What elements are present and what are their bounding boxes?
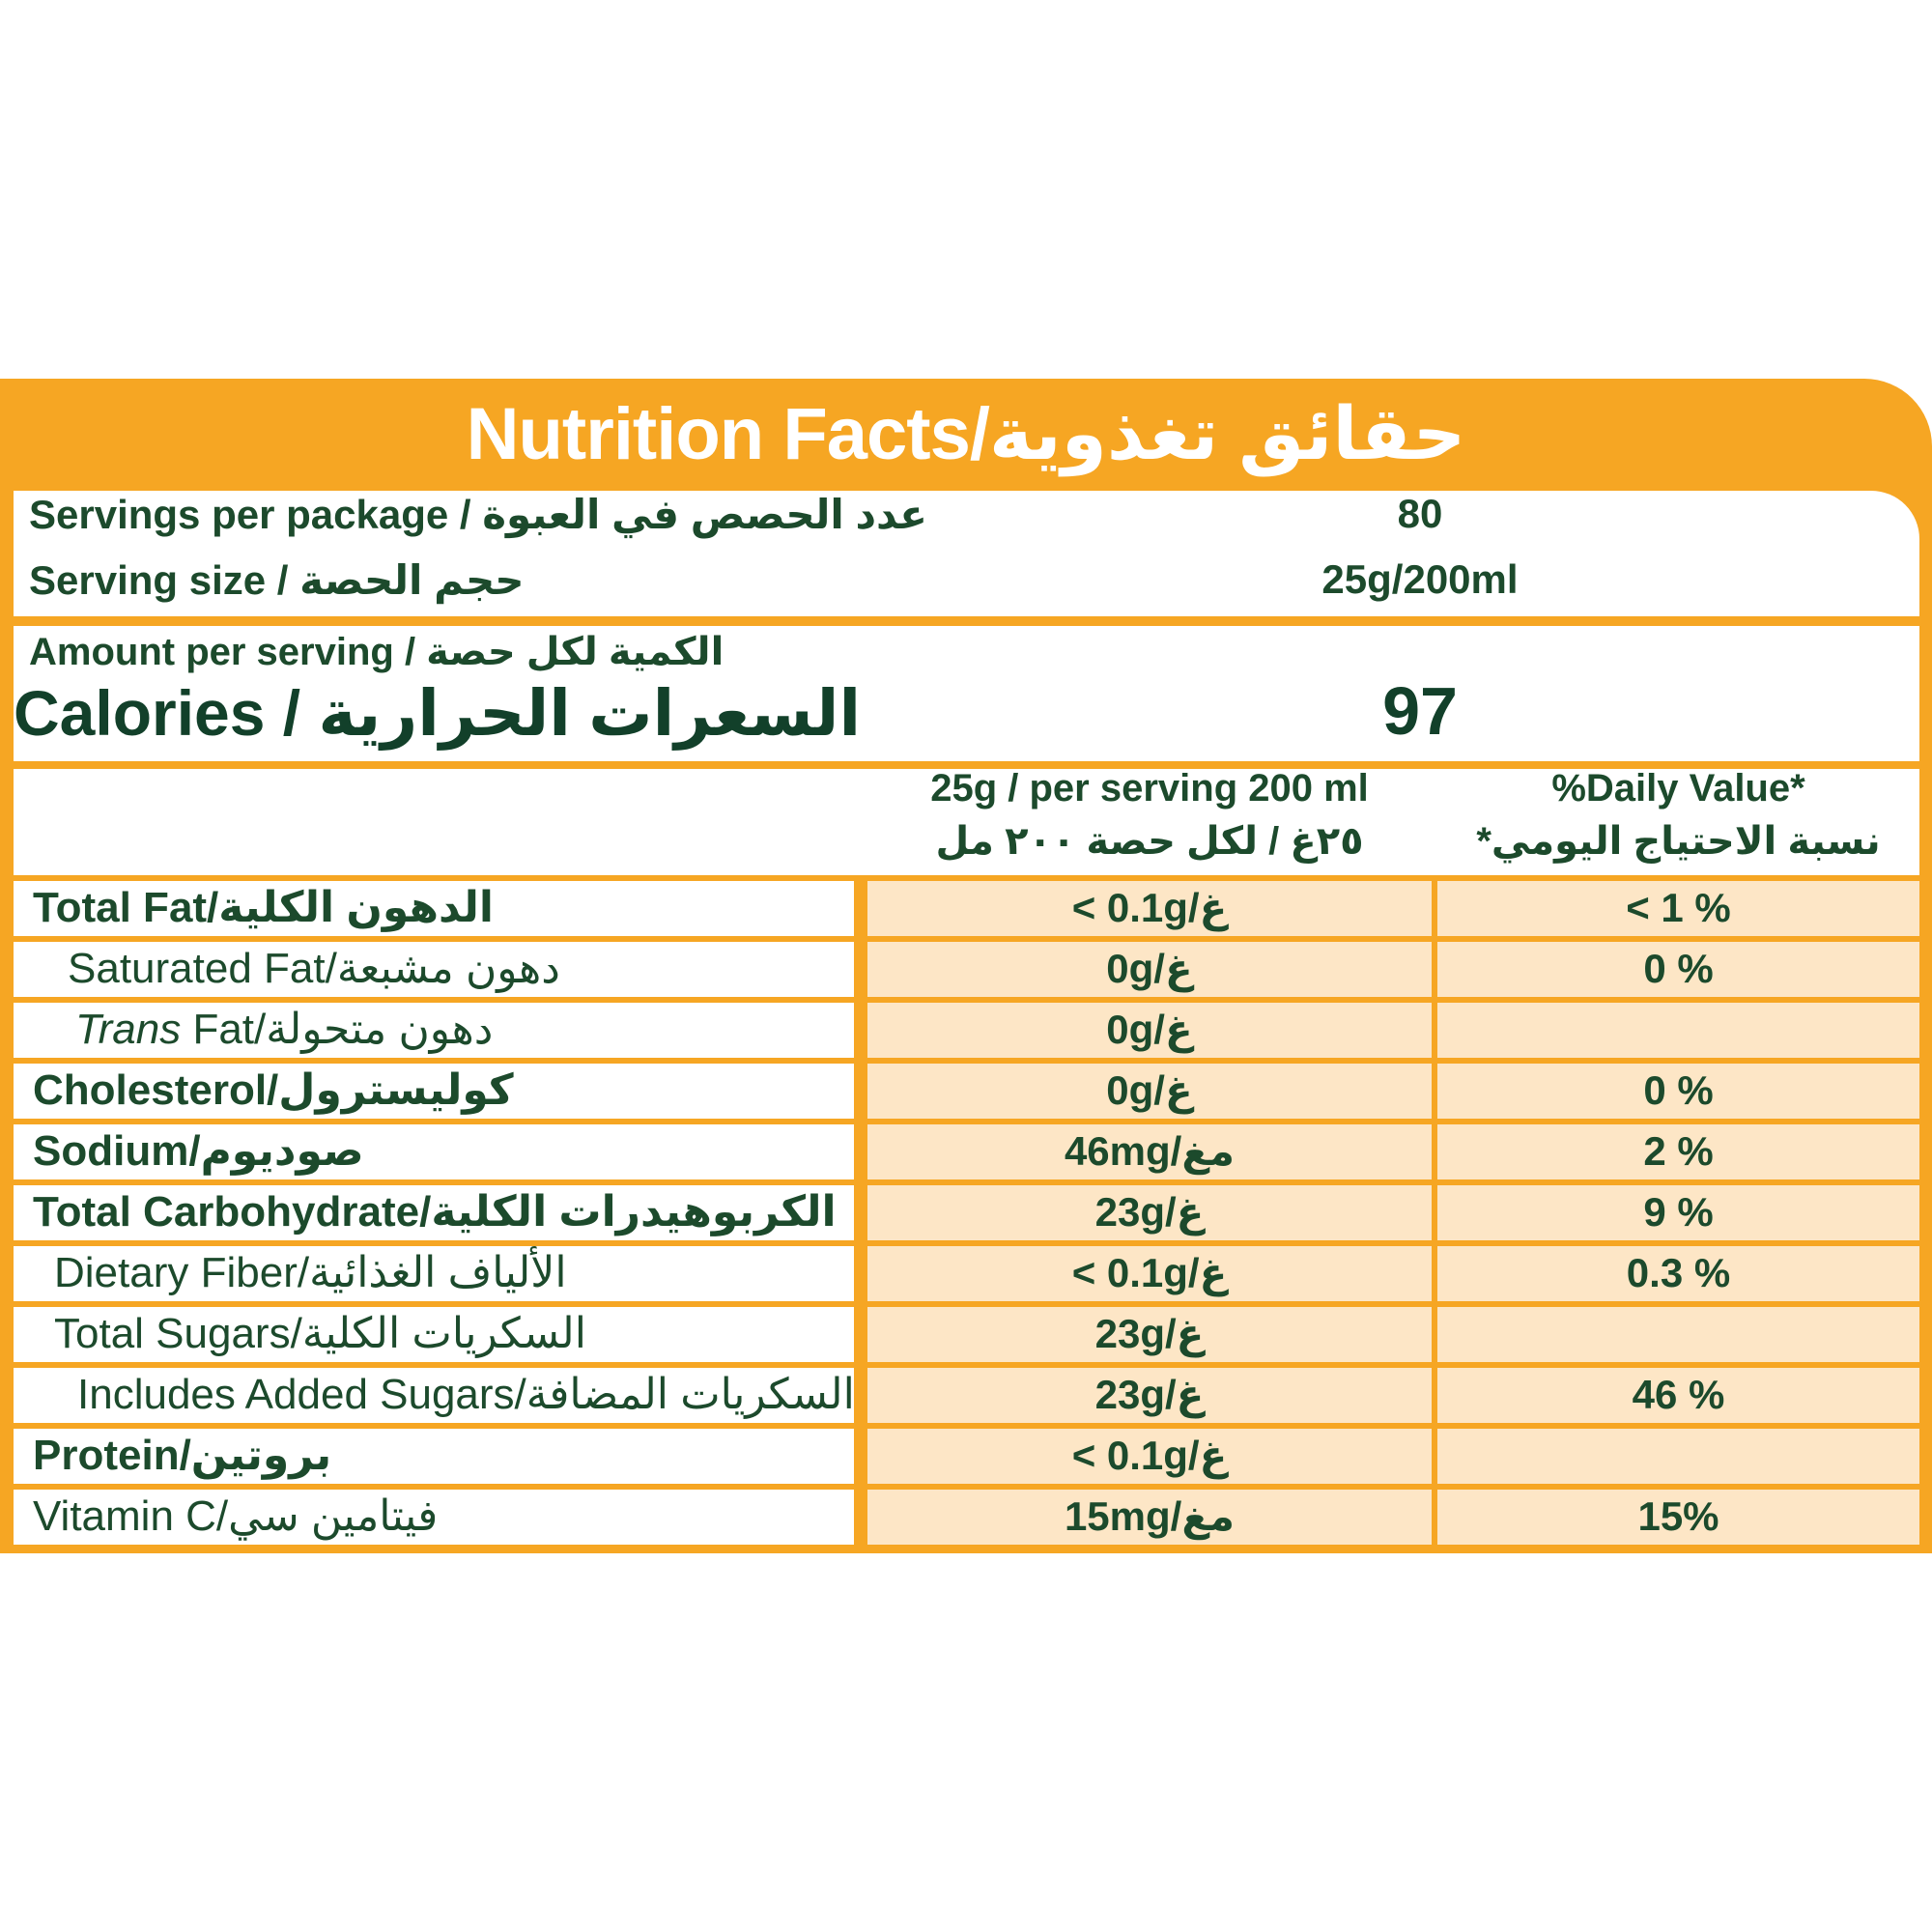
daily-value-cell bbox=[1437, 881, 1919, 936]
nutrient-amount: 46mg/مغ bbox=[1064, 1128, 1236, 1174]
nutrient-amount: 23g/غ bbox=[1094, 1189, 1205, 1235]
nutrient-label: Trans Fat/دهون متحولة bbox=[75, 1003, 493, 1057]
daily-value-cell bbox=[1437, 1185, 1919, 1240]
nutrient-label: Includes Added Sugars/السكريات المضافة bbox=[77, 1368, 855, 1422]
amount-cell bbox=[867, 1064, 1432, 1119]
table-row bbox=[14, 1185, 854, 1240]
serving-size-value: 25g/200ml bbox=[1321, 556, 1519, 602]
nutrient-daily-value: 0 % bbox=[1643, 1067, 1714, 1113]
amount-cell bbox=[867, 1185, 1432, 1240]
amount-cell bbox=[867, 1124, 1432, 1179]
nutrient-label-text: Sodium/صوديوم bbox=[33, 1127, 364, 1175]
nutrient-label: Dietary Fiber/الألياف الغذائية bbox=[54, 1246, 567, 1300]
nutrient-amount: 23g/غ bbox=[1094, 1372, 1205, 1417]
amount-per-serving-label: Amount per serving / الكمية لكل حصة bbox=[29, 631, 724, 673]
nutrient-daily-value: 15% bbox=[1637, 1493, 1719, 1539]
nutrient-daily-value: 2 % bbox=[1643, 1128, 1714, 1174]
amount-cell bbox=[867, 1246, 1432, 1301]
daily-value-cell bbox=[1437, 1003, 1919, 1058]
amount-cell bbox=[867, 942, 1432, 997]
calories-label: Calories / السعرات الحرارية bbox=[14, 677, 862, 749]
per-serving-header-arabic: ٢٥غ / لكل حصة ٢٠٠ مل bbox=[935, 820, 1364, 863]
daily-value-cell bbox=[1437, 942, 1919, 997]
nutrient-daily-value: 9 % bbox=[1643, 1189, 1714, 1235]
nutrient-label: Cholesterol/كوليسترول bbox=[33, 1064, 514, 1118]
nutrient-label-text: Includes Added Sugars/السكريات المضافة bbox=[77, 1371, 855, 1418]
daily-value-cell bbox=[1437, 1246, 1919, 1301]
nutrient-label-text: Vitamin C/فيتامين سي bbox=[33, 1492, 439, 1540]
calories-section bbox=[14, 626, 1919, 761]
nutrient-label-text: Total Carbohydrate/الكربوهيدرات الكلية bbox=[33, 1188, 837, 1236]
amount-cell bbox=[867, 1307, 1432, 1362]
daily-value-header: %Daily Value* bbox=[1551, 767, 1805, 810]
table-row bbox=[14, 1429, 854, 1484]
amount-cell bbox=[867, 1490, 1432, 1545]
table-row bbox=[14, 1003, 854, 1058]
nutrient-label: Total Fat/الدهون الكلية bbox=[33, 881, 494, 935]
table-row bbox=[14, 1064, 854, 1119]
nutrient-daily-value: 46 % bbox=[1632, 1372, 1725, 1417]
nutrient-amount: 0g/غ bbox=[1106, 946, 1193, 991]
nutrient-label-italic: Trans bbox=[75, 1006, 182, 1053]
amount-cell bbox=[867, 1003, 1432, 1058]
daily-value-cell bbox=[1437, 1064, 1919, 1119]
table-row bbox=[14, 942, 854, 997]
nutrient-label-text: Cholesterol/كوليسترول bbox=[33, 1066, 514, 1114]
daily-value-cell bbox=[1437, 1429, 1919, 1484]
nutrient-label: Total Carbohydrate/الكربوهيدرات الكلية bbox=[33, 1185, 837, 1239]
nutrient-label-text: Dietary Fiber/الألياف الغذائية bbox=[54, 1249, 567, 1296]
daily-value-header-arabic: *نسبة الاحتياج اليومي bbox=[1476, 820, 1881, 863]
servings-per-package-value: 80 bbox=[1397, 491, 1443, 536]
nutrient-daily-value: < 1 % bbox=[1626, 885, 1731, 930]
table-row bbox=[14, 1124, 854, 1179]
nutrient-amount: 15mg/مغ bbox=[1064, 1493, 1236, 1539]
nutrient-amount: 23g/غ bbox=[1094, 1311, 1205, 1356]
nutrient-label-text: Saturated Fat/دهون مشبعة bbox=[68, 945, 560, 992]
calories-value: 97 bbox=[1382, 673, 1458, 749]
daily-value-cell bbox=[1437, 1490, 1919, 1545]
amount-cell bbox=[867, 1429, 1432, 1484]
nutrient-label: Protein/بروتين bbox=[33, 1429, 331, 1483]
nutrient-daily-value: 0 % bbox=[1643, 946, 1714, 991]
nutrient-label-text: Total Fat/الدهون الكلية bbox=[33, 884, 494, 931]
table-row bbox=[14, 1368, 854, 1423]
nutrient-amount: 0g/غ bbox=[1106, 1007, 1193, 1052]
panel-title: Nutrition Facts/حقائق تغذوية bbox=[466, 393, 1467, 475]
amount-cell bbox=[867, 881, 1432, 936]
nutrient-amount: 0g/غ bbox=[1106, 1067, 1193, 1113]
per-serving-header: 25g / per serving 200 ml bbox=[930, 767, 1369, 810]
daily-value-cell bbox=[1437, 1124, 1919, 1179]
table-row bbox=[14, 881, 854, 936]
table-row bbox=[14, 1246, 854, 1301]
nutrient-amount: < 0.1g/غ bbox=[1071, 1433, 1228, 1478]
nutrient-label: Sodium/صوديوم bbox=[33, 1124, 364, 1179]
nutrient-label-text: Protein/بروتين bbox=[33, 1432, 332, 1479]
servings-per-package-label: Servings per package / عدد الحصص في العب… bbox=[29, 492, 927, 537]
nutrient-amount: < 0.1g/غ bbox=[1071, 885, 1228, 930]
nutrient-label-text: Total Sugars/السكريات الكلية bbox=[54, 1310, 586, 1357]
nutrient-label: Vitamin C/فيتامين سي bbox=[33, 1490, 438, 1544]
amount-cell bbox=[867, 1368, 1432, 1423]
servings-section bbox=[14, 491, 1919, 616]
nutrient-label: Saturated Fat/دهون مشبعة bbox=[68, 942, 560, 996]
nutrient-amount: < 0.1g/غ bbox=[1071, 1250, 1228, 1295]
serving-size-label: Serving size / حجم الحصة bbox=[29, 557, 525, 603]
nutrient-label: Total Sugars/السكريات الكلية bbox=[54, 1307, 586, 1361]
daily-value-cell bbox=[1437, 1307, 1919, 1362]
table-row bbox=[14, 1490, 854, 1545]
table-row bbox=[14, 1307, 854, 1362]
nutrient-label-text: Fat/دهون متحولة bbox=[181, 1006, 494, 1053]
nutrient-daily-value: 0.3 % bbox=[1626, 1250, 1731, 1295]
column-header-section bbox=[14, 769, 1919, 875]
daily-value-cell bbox=[1437, 1368, 1919, 1423]
